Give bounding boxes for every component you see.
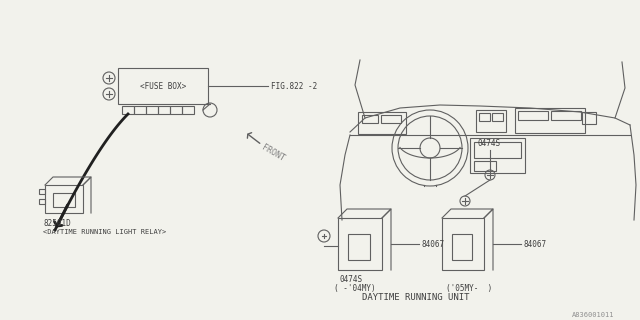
Bar	[158, 106, 170, 114]
Bar	[474, 161, 496, 171]
Bar	[118, 68, 208, 104]
Text: 0474S: 0474S	[340, 275, 363, 284]
Text: <FUSE BOX>: <FUSE BOX>	[140, 82, 186, 91]
Text: 84067: 84067	[421, 239, 444, 249]
Text: 0474S: 0474S	[478, 139, 501, 148]
Text: A836001011: A836001011	[572, 312, 614, 318]
Text: <DAYTIME RUNNING LIGHT RELAY>: <DAYTIME RUNNING LIGHT RELAY>	[43, 229, 166, 235]
Bar	[479, 113, 490, 121]
Bar	[45, 185, 83, 213]
Text: FIG.822 -2: FIG.822 -2	[271, 82, 317, 91]
Bar	[381, 115, 401, 123]
Text: DAYTIME RUNNING UNIT: DAYTIME RUNNING UNIT	[362, 293, 469, 302]
Bar	[476, 110, 506, 132]
Text: ('05MY-  ): ('05MY- )	[446, 284, 492, 293]
Bar	[39, 189, 45, 194]
Bar	[348, 234, 370, 260]
Bar	[170, 106, 182, 114]
Text: ( -'04MY): ( -'04MY)	[334, 284, 376, 293]
Bar	[515, 108, 585, 133]
Bar	[470, 138, 525, 173]
Bar	[122, 106, 134, 114]
Text: 84067: 84067	[523, 239, 546, 249]
Bar	[582, 112, 596, 124]
Text: FRONT: FRONT	[259, 143, 285, 163]
Bar	[452, 234, 472, 260]
Bar	[338, 218, 382, 270]
Bar	[442, 218, 484, 270]
Bar	[518, 111, 548, 120]
Bar	[146, 106, 158, 114]
Bar	[134, 106, 146, 114]
Bar	[39, 199, 45, 204]
Bar	[182, 106, 194, 114]
Bar	[53, 193, 75, 207]
Bar	[492, 113, 503, 121]
Bar	[358, 112, 406, 134]
Bar	[551, 111, 581, 120]
Text: 82501D: 82501D	[43, 219, 71, 228]
Bar	[474, 142, 521, 158]
Bar	[362, 115, 378, 123]
